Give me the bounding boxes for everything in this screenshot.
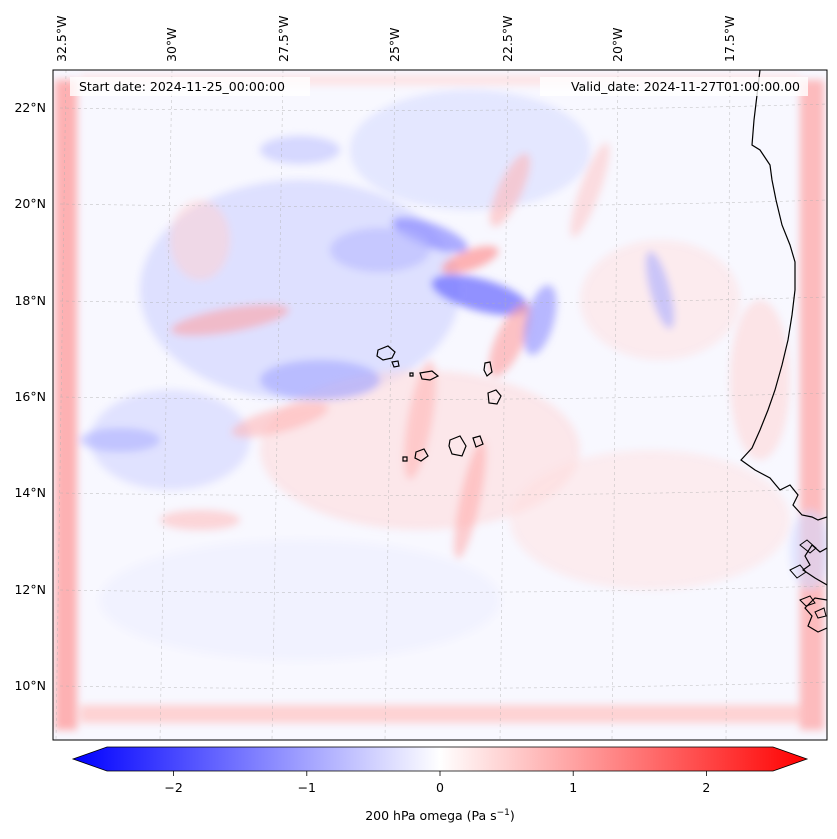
graticule [55,70,827,740]
map-frame [52,69,828,741]
lat-label: 22°N [14,100,46,115]
lon-label: 30°W [164,27,179,62]
colorbar-tick-label: −1 [298,780,316,795]
start-date-label: Start date: 2024-11-25_00:00:00 [79,79,285,94]
colorbar-label: 200 hPa omega (Pa s−1) [365,808,515,823]
lon-label: 22.5°W [500,16,515,62]
colorbar-tick-label: 2 [702,780,710,795]
omega-field [53,70,827,740]
colorbar: −2 −1 0 1 2 200 hPa omega (Pa s−1) [71,746,809,823]
longitude-labels: 32.5°W 30°W 27.5°W 25°W 22.5°W 20°W 17.5… [54,16,737,62]
colorbar-ticks: −2 −1 0 1 2 [164,771,710,795]
colorbar-tick-label: 0 [436,780,444,795]
lat-label: 20°N [14,196,46,211]
valid-date-label: Valid_date: 2024-11-27T01:00:00.00 [571,79,800,94]
lon-label: 17.5°W [722,16,737,62]
colorbar-tick-label: 1 [569,780,577,795]
africa-coastline [740,70,827,633]
lat-label: 12°N [14,582,46,597]
colorbar-bar [71,746,809,772]
lat-label: 16°N [14,389,46,404]
latitude-labels: 22°N 20°N 18°N 16°N 14°N 12°N 10°N [14,100,46,693]
lat-label: 14°N [14,485,46,500]
lon-label: 27.5°W [276,16,291,62]
cape-verde-islands [376,345,502,462]
lon-label: 25°W [387,27,402,62]
lon-label: 32.5°W [54,16,69,62]
lat-label: 18°N [14,293,46,308]
lat-label: 10°N [14,678,46,693]
colorbar-tick-label: −2 [164,780,182,795]
lon-label: 20°W [610,27,625,62]
